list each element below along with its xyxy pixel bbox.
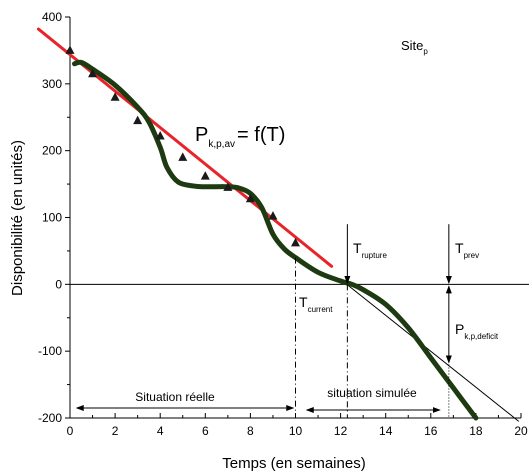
t-prev-main: T (455, 240, 464, 256)
data-point-marker (155, 130, 165, 140)
t-prev-label: Tprev (455, 240, 479, 260)
x-tick-label: 6 (202, 424, 209, 438)
axes (65, 16, 529, 419)
curve-label-rest: = f(T) (237, 124, 285, 146)
x-tick-label: 8 (247, 424, 254, 438)
t-prev-sub: prev (464, 251, 480, 260)
site-label: Sitep (401, 38, 428, 56)
data-point-marker (110, 92, 120, 101)
y-tick-label: 0 (55, 277, 62, 291)
data-point-marker (178, 152, 188, 161)
data-point-marker (245, 193, 255, 203)
y-tick-label: 100 (42, 211, 62, 225)
site-label-main: Site (401, 38, 423, 53)
x-tick-label: 0 (67, 424, 74, 438)
annotations (75, 224, 452, 418)
x-tick-label: 4 (157, 424, 164, 438)
x-tick-label: 14 (379, 424, 393, 438)
y-axis-title: Disponibilité (en unités) (9, 140, 26, 296)
x-axis-title: Temps (en semaines) (222, 455, 365, 472)
series (36, 27, 520, 422)
data-point-marker (200, 171, 210, 180)
t-current-main: T (299, 294, 308, 310)
data-point-marker (291, 237, 300, 247)
t-rupture-sub: rupture (362, 251, 388, 260)
y-tick-label: 400 (42, 10, 62, 24)
t-rupture-main: T (353, 240, 362, 256)
extrapolation-line (344, 282, 520, 422)
t-current-sub: current (308, 305, 334, 314)
data-point-marker (133, 115, 143, 125)
x-tick-label: 16 (424, 424, 438, 438)
x-tick-label: 12 (334, 424, 348, 438)
x-tick-label: 20 (514, 424, 528, 438)
y-tick-label: 300 (42, 77, 62, 91)
x-tick-label: 18 (469, 424, 483, 438)
situation-reelle-label: Situation réelle (135, 390, 215, 404)
curve-label: Pk,p,av = f(T) (195, 124, 285, 150)
data-point-marker (268, 211, 278, 220)
curve-label-main: P (195, 124, 208, 146)
x-tick-label: 2 (112, 424, 119, 438)
site-label-sub: p (423, 47, 428, 56)
ticks: 0 2 4 6 8 10 12 14 16 18 20 -200 -100 0 100 200 300 400 (38, 10, 528, 438)
curve-label-sub: k,p,av (208, 139, 235, 150)
availability-curve (72, 59, 479, 421)
data-point-marker (88, 68, 98, 78)
p-deficit-sub: k,p,deficit (464, 332, 499, 341)
y-tick-label: 200 (42, 144, 62, 158)
t-current-label: Tcurrent (299, 294, 333, 314)
x-tick-label: 10 (289, 424, 303, 438)
p-deficit-label: Pk,p,deficit (455, 321, 499, 341)
data-point-marker (223, 182, 233, 191)
y-tick-label: -100 (38, 344, 62, 358)
y-tick-label: -200 (38, 411, 62, 425)
situation-simulee-label: situation simulée (327, 386, 417, 400)
data-point-marker (65, 45, 75, 54)
p-deficit-main: P (455, 321, 464, 337)
t-rupture-label: Trupture (353, 240, 387, 260)
